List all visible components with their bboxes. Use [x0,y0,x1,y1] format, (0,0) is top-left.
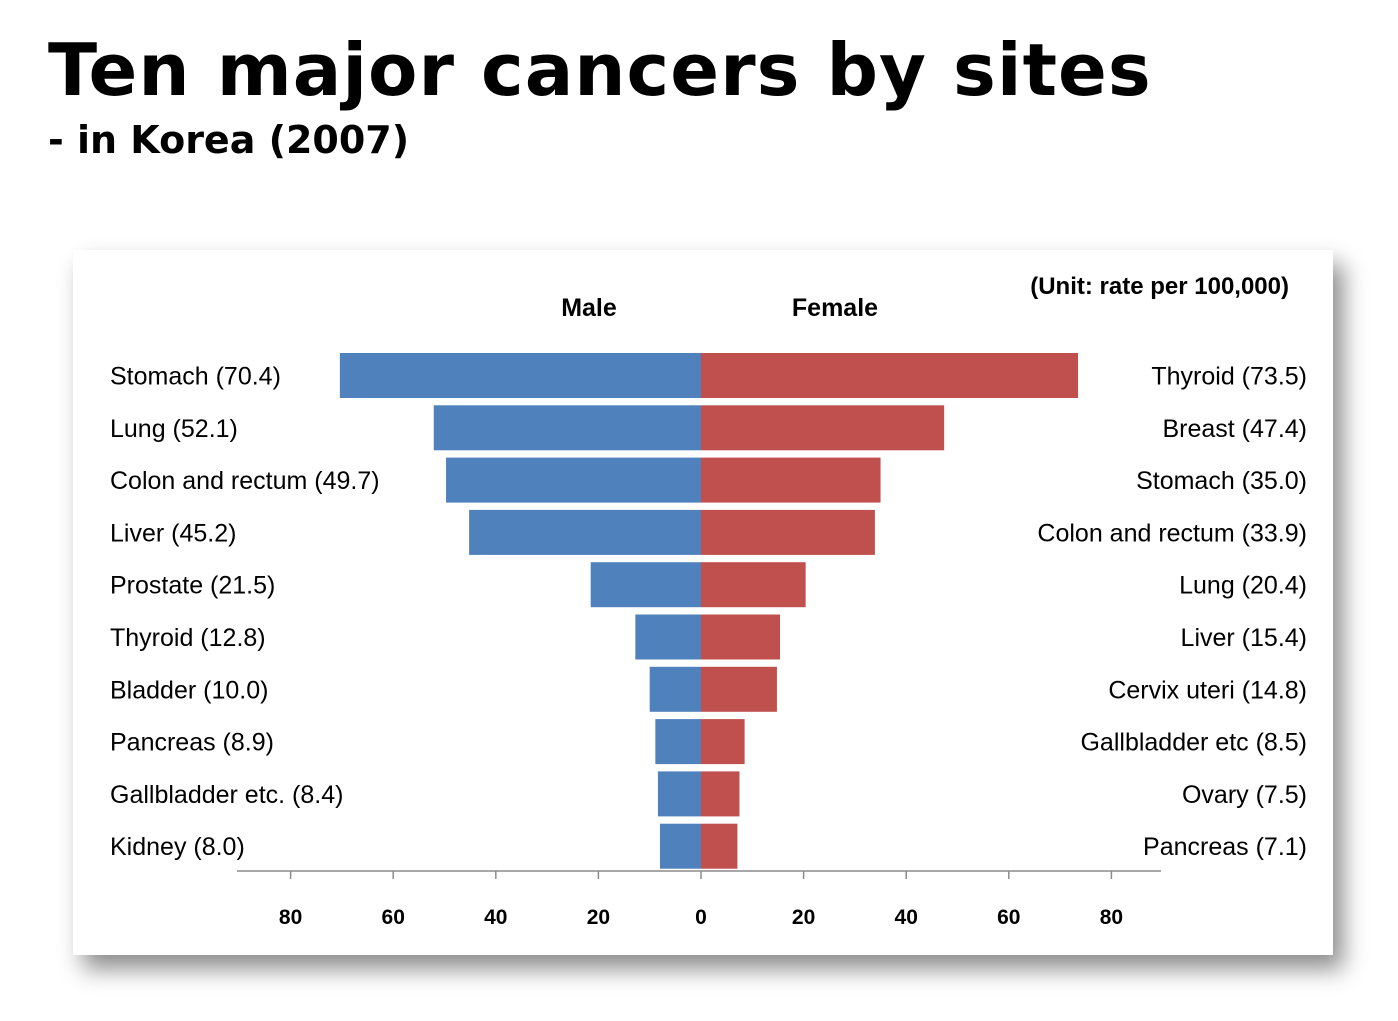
male-label-7: Bladder (10.0) [110,676,268,704]
female-label-6: Liver (15.4) [1181,624,1307,652]
male-label-5: Prostate (21.5) [110,572,275,600]
female-bar-1 [701,353,1079,398]
x-tick-label-7: 40 [895,906,918,929]
x-tick-label-4: 20 [587,906,610,929]
female-bar-10 [701,823,738,869]
female-bar-4 [701,509,875,555]
male-bar-5 [590,562,701,608]
male-label-9: Gallbladder etc. (8.4) [110,781,343,809]
female-label-7: Cervix uteri (14.8) [1108,676,1307,704]
male-label-3: Colon and rectum (49.7) [110,467,380,495]
male-label-6: Thyroid (12.8) [110,624,266,652]
labels-group: Stomach (70.4) Lung (52.1) Colon and rectu… [110,363,1307,862]
male-bar-9 [657,771,701,817]
unit-note: (Unit: rate per 100,000) [1030,273,1289,300]
female-bar-3 [701,457,881,503]
female-label-5: Lung (20.4) [1179,572,1307,600]
female-bar-7 [701,666,777,712]
slide-subtitle: - in Korea (2007) [48,118,410,162]
female-label-9: Ovary (7.5) [1182,781,1307,809]
female-label-8: Gallbladder etc (8.5) [1080,729,1307,757]
female-bar-8 [701,719,745,765]
x-tick-label-2: 60 [382,906,405,929]
male-header: Male [561,294,617,322]
male-bar-3 [446,457,701,503]
female-bar-9 [701,771,740,817]
male-bar-6 [635,614,701,660]
chart-panel: (Unit: rate per 100,000) Male Female Sto… [73,250,1333,955]
male-label-2: Lung (52.1) [110,415,238,443]
x-axis: 80 60 40 20 0 20 40 60 80 [237,870,1161,929]
x-tick-label-1: 80 [279,906,302,929]
male-label-1: Stomach (70.4) [110,363,281,391]
female-bar-2 [701,405,945,451]
male-bar-7 [649,666,701,712]
female-label-2: Breast (47.4) [1162,415,1307,443]
x-tick-label-9: 80 [1100,906,1123,929]
male-bar-8 [655,719,701,765]
population-pyramid-chart: (Unit: rate per 100,000) Male Female Sto… [110,273,1307,929]
male-bar-2 [433,405,701,451]
x-tick-label-6: 20 [792,906,815,929]
female-label-1: Thyroid (73.5) [1151,363,1307,391]
female-bar-6 [701,614,781,660]
male-label-10: Kidney (8.0) [110,833,245,861]
female-label-3: Stomach (35.0) [1136,467,1307,495]
female-label-4: Colon and rectum (33.9) [1037,519,1307,547]
x-tick-label-5: 0 [695,906,707,929]
male-bar-10 [659,823,701,869]
x-tick-label-8: 60 [997,906,1020,929]
male-label-8: Pancreas (8.9) [110,729,274,757]
male-label-4: Liver (45.2) [110,519,236,547]
bars-group [339,353,1079,869]
slide-title: Ten major cancers by sites [48,28,1152,112]
female-bar-5 [701,562,806,608]
female-label-10: Pancreas (7.1) [1143,833,1307,861]
x-tick-label-3: 40 [484,906,507,929]
male-bar-4 [469,509,701,555]
female-header: Female [792,294,878,322]
male-bar-1 [339,353,701,398]
